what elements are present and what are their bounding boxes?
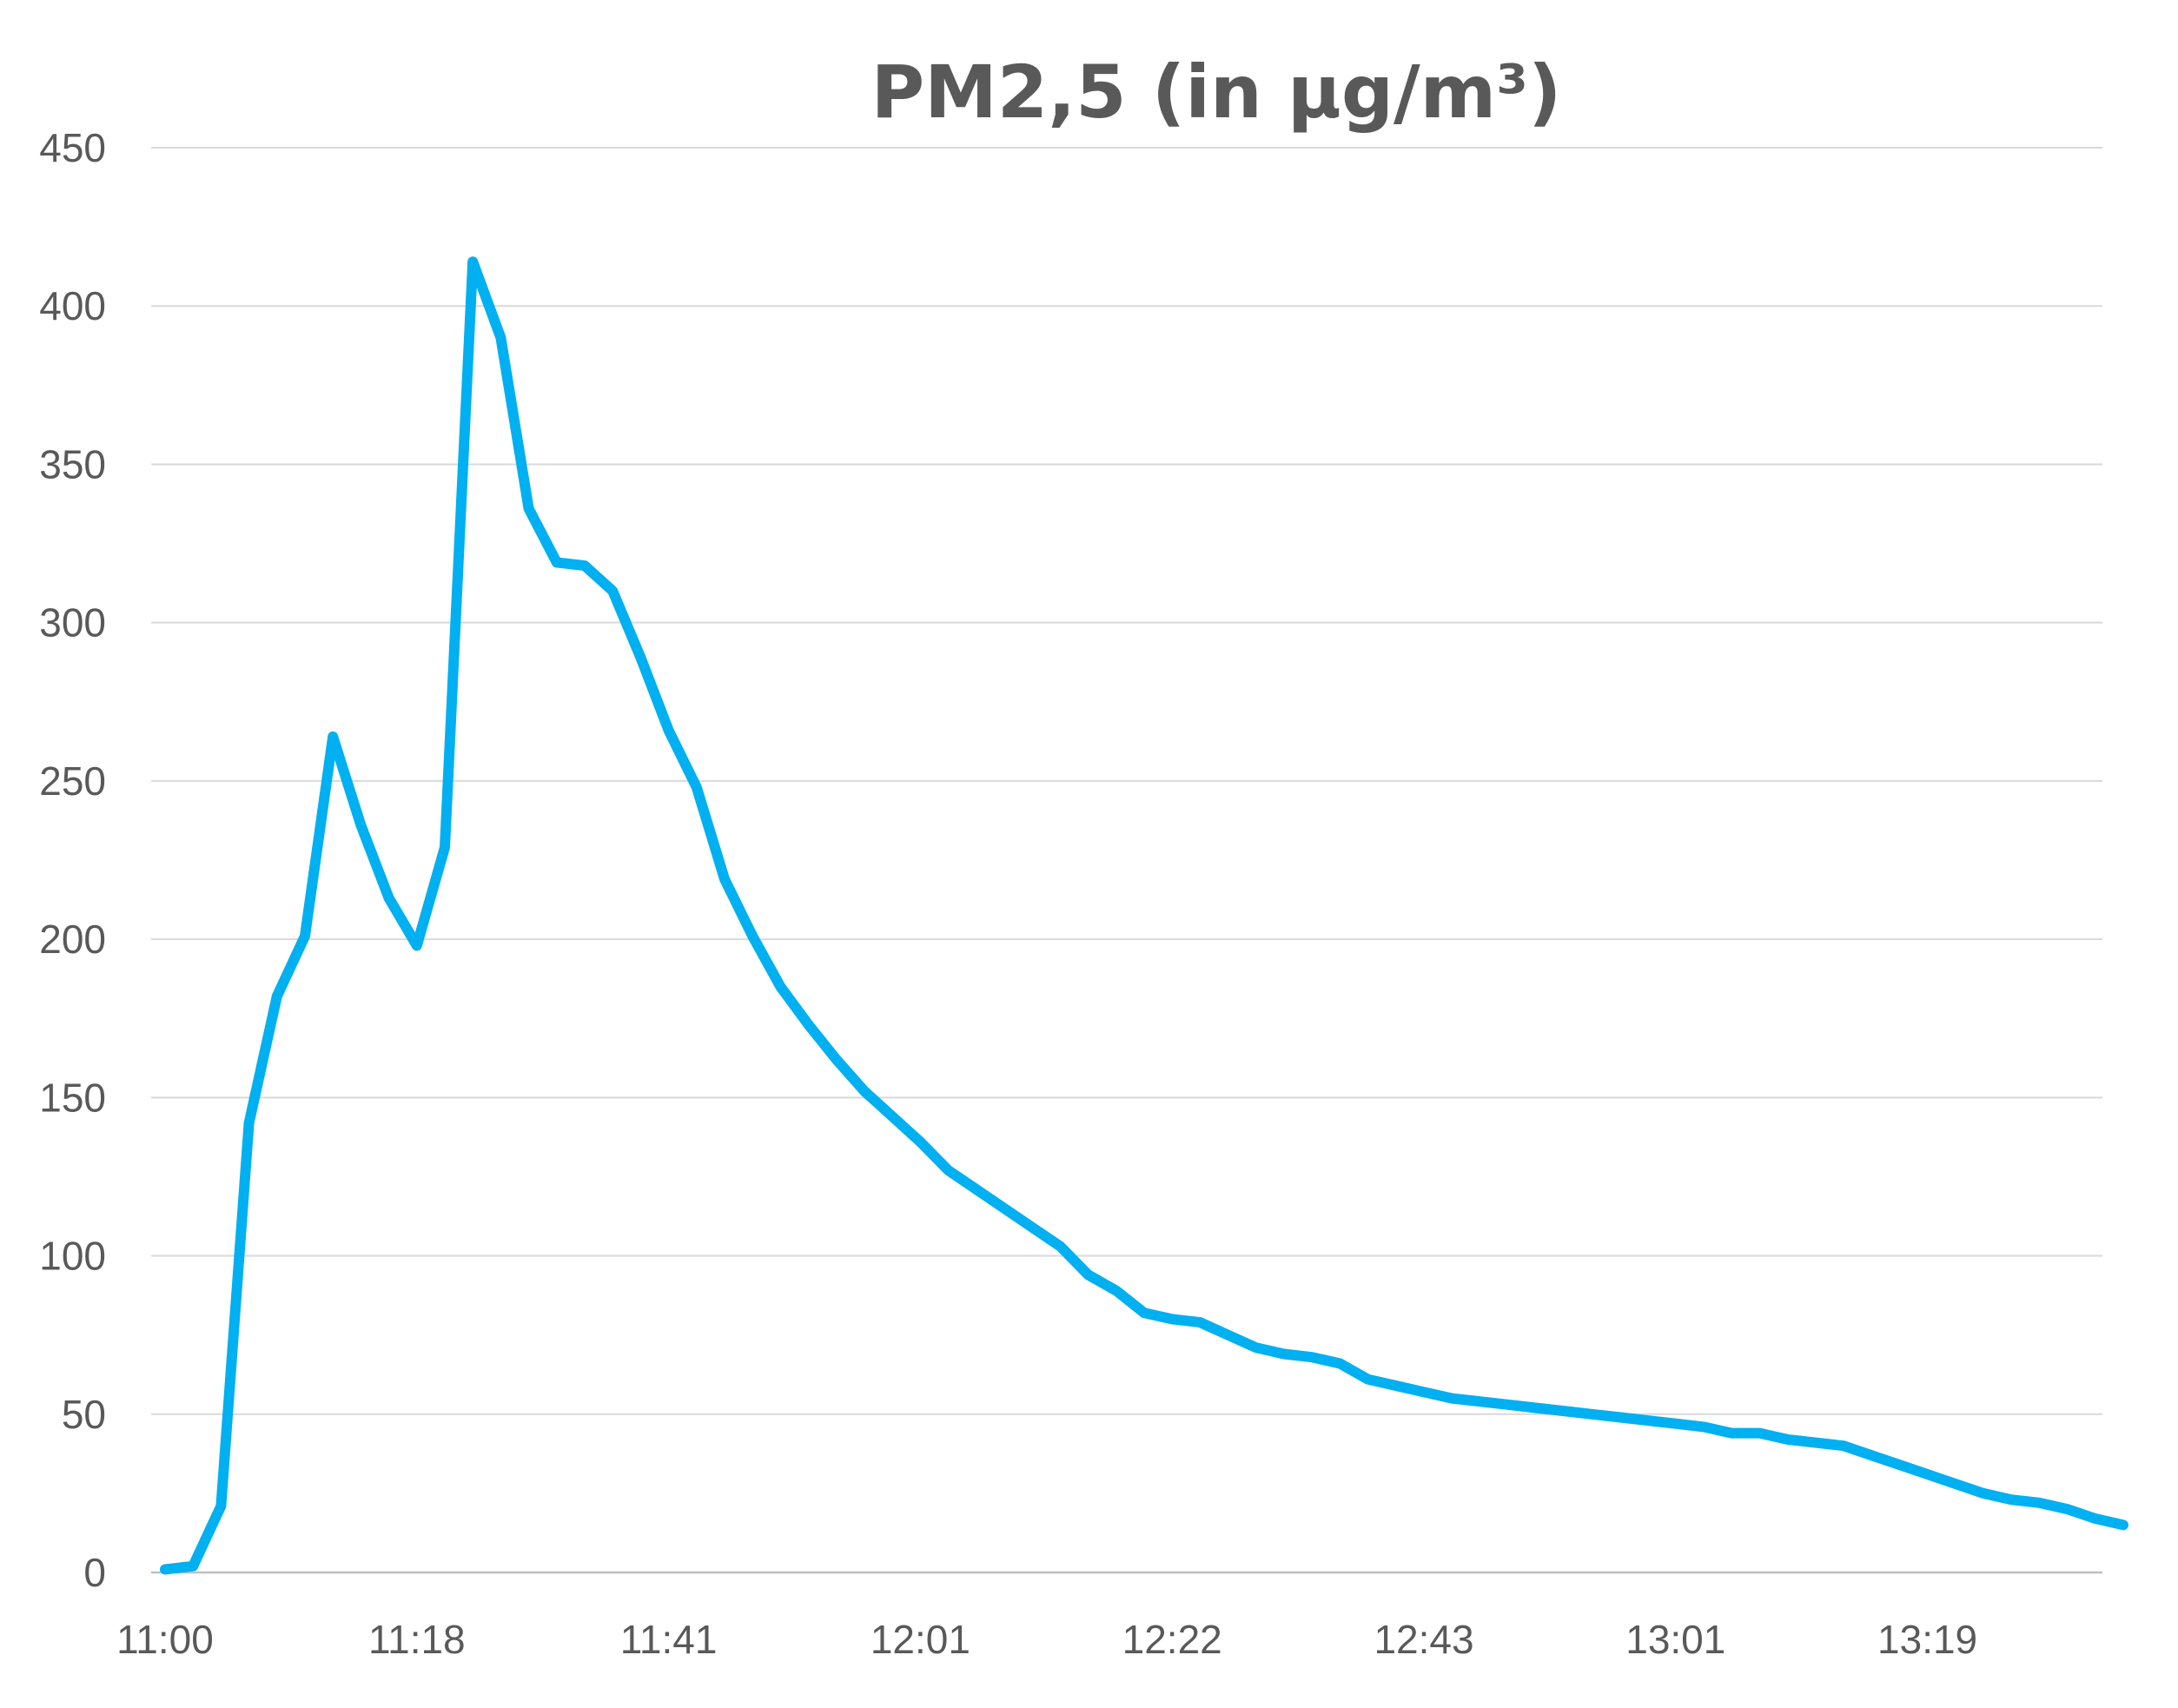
x-tick-label: 11:00 [116, 1617, 214, 1662]
y-tick-label: 150 [39, 1075, 106, 1120]
x-tick-label: 13:01 [1625, 1617, 1725, 1662]
y-tick-label: 450 [39, 125, 106, 170]
x-tick-label: 13:19 [1877, 1617, 1977, 1662]
y-tick-label: 250 [39, 758, 106, 804]
series-layer [160, 256, 2128, 1575]
chart-title: PM2,5 (in µg/m³) [871, 50, 1562, 135]
y-axis-ticks: 0 50 100 150 200 250 300 350 400 450 [39, 125, 106, 1595]
y-tick-label: 200 [39, 917, 106, 962]
x-tick-label: 11:18 [368, 1617, 466, 1662]
gridlines [151, 147, 2102, 1574]
y-tick-label: 300 [39, 600, 106, 645]
x-axis-ticks: 11:00 11:18 11:41 12:01 12:22 12:43 13:01 13:19 [116, 1617, 1977, 1662]
y-tick-label: 350 [39, 441, 106, 487]
x-tick-label: 11:41 [620, 1617, 718, 1662]
x-tick-label: 12:43 [1374, 1617, 1473, 1662]
y-tick-label: 100 [39, 1234, 106, 1279]
y-tick-label: 400 [39, 283, 106, 328]
x-tick-label: 12:22 [1122, 1617, 1222, 1662]
y-tick-label: 50 [62, 1392, 106, 1437]
y-tick-label: 0 [83, 1550, 106, 1595]
x-tick-label: 12:01 [871, 1617, 970, 1662]
series-line-0 [160, 256, 2128, 1575]
